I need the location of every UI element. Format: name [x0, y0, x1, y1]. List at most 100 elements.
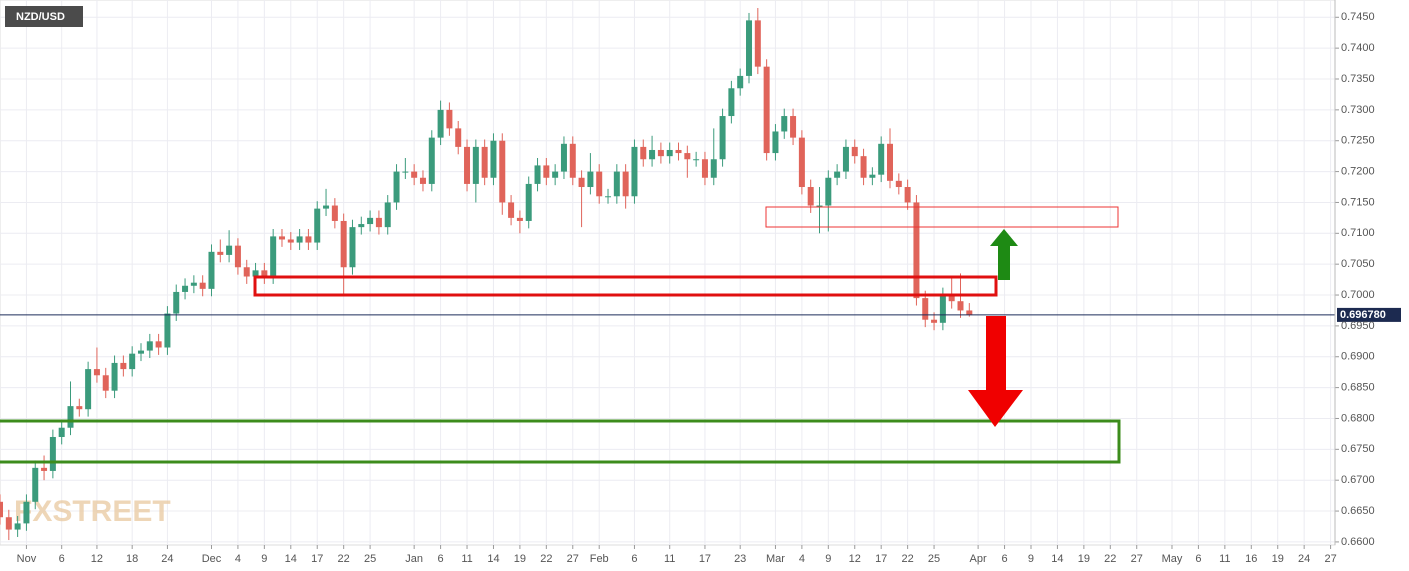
candle-body	[464, 146, 471, 184]
candle-body	[481, 146, 488, 178]
x-tick-label: 25	[364, 553, 376, 565]
x-tick-label: 11	[664, 553, 675, 565]
candle-body	[675, 149, 682, 154]
y-tick-label: 0.6600	[1341, 536, 1375, 548]
candle-body	[657, 149, 664, 157]
y-tick-label: 0.7200	[1341, 165, 1375, 177]
y-tick-label: 0.6800	[1341, 412, 1375, 424]
x-tick-label: 14	[285, 553, 297, 565]
candle-body	[323, 205, 330, 209]
y-tick-label: 0.7350	[1341, 73, 1375, 85]
candle-body	[296, 236, 303, 243]
grid	[0, 0, 1335, 545]
x-tick-label: 11	[461, 553, 472, 565]
chart-title: NZD/USD	[16, 11, 65, 23]
up-arrow	[990, 229, 1018, 280]
candle-body	[719, 116, 726, 160]
candle-body	[578, 177, 585, 188]
candle-body	[58, 427, 65, 437]
x-tick-label: 19	[1078, 553, 1090, 565]
candle-body	[305, 236, 312, 243]
x-tick-label: Apr	[970, 553, 987, 565]
candle-body	[508, 202, 515, 218]
candle-body	[693, 159, 700, 161]
candle-body	[164, 313, 171, 348]
candle-body	[23, 501, 30, 524]
support-zone	[253, 275, 998, 297]
candle-body	[375, 217, 382, 228]
y-tick-label: 0.7100	[1341, 227, 1375, 239]
y-tick-label: 0.6850	[1341, 382, 1375, 394]
y-tick-label: 0.7050	[1341, 258, 1375, 270]
candle-body	[437, 109, 444, 138]
candle-body	[931, 319, 938, 323]
candle-body	[534, 165, 541, 184]
candle-body	[243, 267, 250, 277]
x-tick-label: May	[1162, 553, 1183, 565]
x-tick-label: 16	[1245, 553, 1257, 565]
x-tick-label: 23	[734, 553, 746, 565]
y-tick-label: 0.7250	[1341, 135, 1375, 147]
x-tick-label: 27	[1324, 553, 1336, 565]
candle-body	[226, 245, 233, 255]
watermark: FXSTREET	[14, 495, 171, 528]
candle-body	[939, 295, 946, 323]
candle-body	[913, 202, 920, 299]
candle-body	[834, 171, 841, 178]
candle-body	[32, 467, 39, 502]
candle-body	[895, 180, 902, 188]
candle-body	[411, 171, 418, 178]
x-tick-label: 18	[126, 553, 138, 565]
candle-body	[5, 517, 12, 530]
plot-area	[0, 0, 1336, 546]
x-tick-label: 24	[161, 553, 173, 565]
candle-body	[76, 406, 83, 410]
candle-body	[596, 171, 603, 197]
x-tick-label: Dec	[202, 553, 222, 565]
x-tick-label: 14	[487, 553, 499, 565]
candle-body	[887, 143, 893, 181]
candle-body	[208, 251, 215, 289]
candle-body	[367, 217, 374, 225]
x-tick-label: 22	[338, 553, 350, 565]
x-tick-label: Nov	[17, 553, 37, 565]
y-tick-label: 0.6900	[1341, 351, 1375, 363]
candle-body	[270, 236, 277, 277]
down-arrow	[968, 316, 1023, 427]
candle-body	[358, 224, 365, 228]
x-tick-label: 11	[1219, 553, 1230, 565]
candle-body	[384, 202, 391, 228]
candle-body	[499, 140, 506, 203]
candle-body	[137, 350, 144, 354]
x-tick-label: 17	[875, 553, 887, 565]
candle-body	[948, 295, 955, 302]
candle-body	[402, 171, 409, 173]
candle-body	[393, 171, 400, 203]
candle-body	[41, 467, 48, 471]
y-tick-label: 0.6950	[1341, 320, 1375, 332]
candle-body	[14, 523, 21, 530]
candle-body	[666, 149, 673, 157]
candle-body	[798, 137, 805, 188]
candle-body	[67, 406, 74, 428]
current-price-box	[1337, 307, 1401, 322]
x-tick-label: 6	[438, 553, 444, 565]
candle-body	[763, 66, 770, 154]
candle-body	[102, 375, 109, 391]
candle-body	[455, 128, 462, 147]
candle-body	[816, 205, 823, 207]
x-tick-label: Mar	[766, 553, 785, 565]
candle-body	[490, 140, 497, 178]
y-tick-label: 0.6750	[1341, 443, 1375, 455]
x-tick-label: 4	[235, 553, 241, 565]
candle-body	[155, 341, 162, 348]
title-box	[5, 6, 83, 27]
candle-body	[825, 177, 832, 206]
x-tick-label: 12	[91, 553, 103, 565]
candles	[0, 8, 973, 541]
candle-body	[957, 301, 964, 311]
x-tick-label: 19	[1272, 553, 1284, 565]
y-tick-label: 0.7400	[1341, 42, 1375, 54]
